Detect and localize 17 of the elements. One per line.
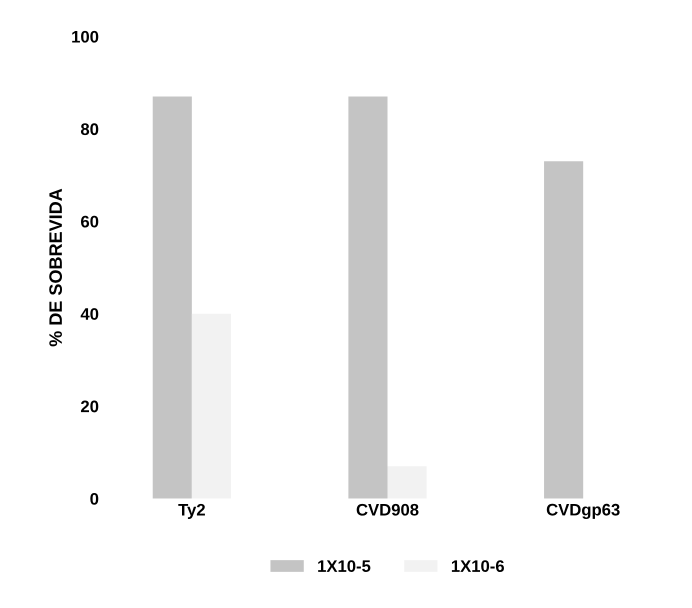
y-tick-label: 20 — [80, 400, 98, 412]
bar — [152, 96, 192, 499]
x-tick-label: CVD908 — [356, 504, 419, 516]
legend-label: 1X10-6 — [452, 560, 504, 572]
y-tick-label: 0 — [90, 492, 98, 505]
y-tick-label: 60 — [81, 216, 98, 228]
bar — [348, 96, 388, 499]
x-tick-label: CVDgp63 — [546, 504, 620, 519]
x-tick-label: Ty2 — [178, 504, 205, 519]
y-tick-label: 40 — [80, 308, 98, 320]
y-tick-label: 100 — [72, 30, 98, 43]
bar — [388, 466, 427, 499]
legend-label: 1X10-5 — [318, 560, 370, 572]
bar — [192, 314, 231, 499]
y-tick-label: 80 — [80, 123, 98, 136]
y-axis-title: % DE SOBREVIDA — [49, 188, 62, 346]
bar — [544, 161, 584, 499]
